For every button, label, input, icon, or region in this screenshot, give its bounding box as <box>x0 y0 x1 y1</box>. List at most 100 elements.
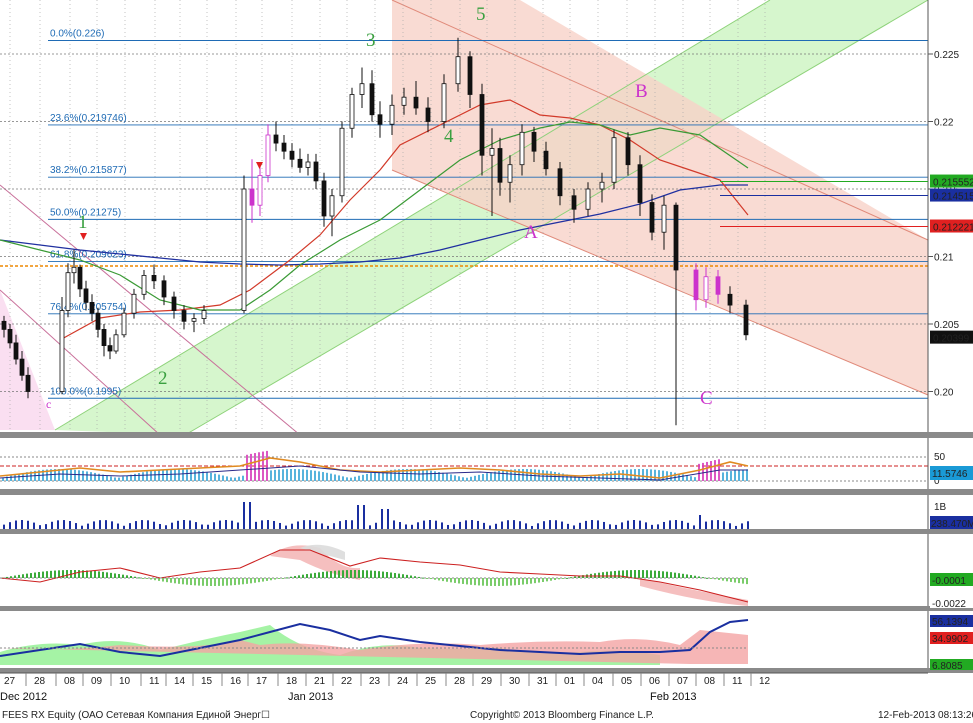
rsi-bar <box>370 473 372 481</box>
macd-bar <box>742 578 744 584</box>
date-tick-label: 29 <box>481 676 493 687</box>
rsi-bar <box>294 469 296 481</box>
volume-bar <box>261 520 263 529</box>
volume-bar <box>411 524 413 529</box>
rsi-bar <box>418 469 420 481</box>
macd-bar <box>578 575 580 578</box>
volume-bar <box>393 520 395 529</box>
candle-body <box>441 83 447 122</box>
rsi-bar <box>582 477 584 481</box>
macd-signal-value: -0.0022 <box>932 599 966 610</box>
wave-label-3: 3 <box>366 30 376 51</box>
rsi-bar <box>158 469 160 481</box>
volume-bar <box>153 521 155 529</box>
candle-body <box>191 318 197 322</box>
volume-bar <box>237 522 239 529</box>
month-label-dec: Dec 2012 <box>0 691 47 703</box>
rsi-bar <box>538 469 540 481</box>
rsi-bar <box>246 454 248 481</box>
candle-body <box>673 204 679 271</box>
rsi-bar <box>482 473 484 481</box>
volume-bar <box>537 523 539 529</box>
volume-bar <box>489 525 491 529</box>
macd-bar <box>418 576 420 578</box>
volume-bar <box>447 524 449 529</box>
macd-bar <box>130 575 132 578</box>
volume-bar <box>459 521 461 529</box>
rsi-bar <box>118 477 120 481</box>
volume-bar <box>33 522 35 529</box>
macd-bar <box>102 571 104 578</box>
macd-bar <box>626 570 628 578</box>
macd-bar <box>206 578 208 586</box>
volume-bar <box>3 524 5 529</box>
rsi-bar <box>602 473 604 481</box>
volume-bar <box>747 521 749 529</box>
volume-bar <box>9 522 11 529</box>
rsi-bar <box>698 463 700 481</box>
macd-bar <box>366 570 368 578</box>
volume-bar <box>99 520 101 529</box>
rsi-bar <box>170 469 172 481</box>
macd-bar <box>382 571 384 578</box>
volume-bar <box>465 520 467 529</box>
fibonacci-levels: 0.0%(0.226) 23.6%(0.219746) 38.2%(0.215877… <box>48 29 928 399</box>
rsi-bar <box>22 472 24 481</box>
rsi-bar <box>150 470 152 481</box>
macd-bar <box>342 570 344 578</box>
volume-bar <box>477 520 479 529</box>
rsi-bar <box>138 473 140 481</box>
wave-label-5: 5 <box>476 4 486 25</box>
volume-bar <box>675 520 677 529</box>
rsi-bar <box>154 470 156 481</box>
price-tick-label: 0.205 <box>934 320 959 331</box>
macd-bar <box>290 576 292 578</box>
macd-panel: -0.0001 -0.0022 <box>0 534 973 610</box>
level-tag-box <box>930 330 973 344</box>
macd-bar <box>538 578 540 583</box>
date-tick-label: 16 <box>230 676 242 687</box>
rsi-bar <box>194 470 196 481</box>
month-label-feb: Feb 2013 <box>650 691 696 703</box>
macd-bar <box>322 571 324 578</box>
macd-bar <box>54 570 56 578</box>
rsi-bar <box>362 474 364 481</box>
rsi-bar <box>422 469 424 481</box>
rsi-bar <box>182 469 184 481</box>
rsi-bar <box>146 471 148 481</box>
volume-bar <box>549 520 551 529</box>
candle-body <box>531 131 537 152</box>
rsi-bar <box>690 476 692 481</box>
macd-bar <box>146 578 148 579</box>
volume-bar <box>291 523 293 529</box>
volume-bar <box>249 502 251 529</box>
volume-bar <box>717 520 719 529</box>
candle-body <box>19 358 25 376</box>
volume-bar <box>141 520 143 529</box>
candle-body <box>59 310 65 392</box>
volume-bar <box>87 523 89 529</box>
rsi-bar <box>50 469 52 481</box>
volume-bar <box>309 520 311 529</box>
rsi-bar <box>674 472 676 481</box>
rsi-bar <box>58 469 60 481</box>
volume-bar <box>399 522 401 529</box>
macd-bar <box>374 570 376 578</box>
candle-body <box>265 134 271 176</box>
price-level-tags: 0.215552 0.214515 0.212221 0.20399 <box>720 174 973 345</box>
rsi-bar <box>458 476 460 481</box>
rsi-bar <box>134 473 136 481</box>
level-tag-box <box>930 188 973 202</box>
candle-body <box>703 276 709 301</box>
rsi-bar <box>342 476 344 481</box>
macd-bar <box>230 578 232 586</box>
macd-bar <box>610 571 612 578</box>
macd-bar <box>282 578 284 579</box>
rsi-bar <box>494 471 496 481</box>
rsi-panel: 50 0 11.5746 <box>0 438 973 489</box>
candle-body <box>507 164 513 183</box>
macd-bar <box>58 570 60 578</box>
macd-bar <box>330 571 332 578</box>
macd-bar <box>202 578 204 586</box>
